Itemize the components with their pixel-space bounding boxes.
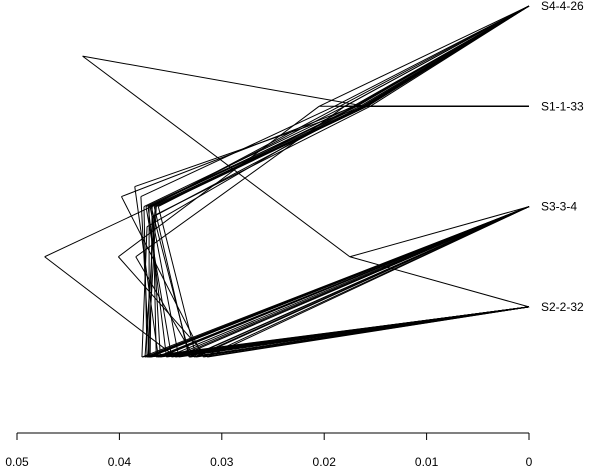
tip-label: S2-2-32 — [541, 300, 584, 314]
tree-6 — [153, 5, 530, 358]
tip-label: S1-1-33 — [541, 99, 584, 113]
tree-11 — [135, 5, 530, 358]
tree-8 — [157, 5, 530, 358]
tree-lines — [44, 5, 530, 358]
x-tick-label: 0.01 — [415, 455, 439, 469]
tree-21 — [149, 5, 530, 358]
x-tick-label: 0.02 — [313, 455, 337, 469]
x-tick-label: 0.03 — [210, 455, 234, 469]
x-axis: 0.05 0.04 0.03 0.02 0.01 0 — [5, 432, 533, 469]
tree-14 — [134, 5, 530, 358]
tree-10 — [118, 5, 530, 358]
tree-15 — [145, 5, 530, 358]
x-tick-label: 0.05 — [5, 455, 29, 469]
tip-label: S3-3-4 — [541, 200, 577, 214]
tip-label: S4-4-26 — [541, 0, 584, 13]
tip-labels: S4-4-26 S1-1-33 S3-3-4 S2-2-32 — [541, 0, 584, 314]
x-tick-label: 0.04 — [108, 455, 132, 469]
x-tick-label: 0 — [526, 455, 533, 469]
